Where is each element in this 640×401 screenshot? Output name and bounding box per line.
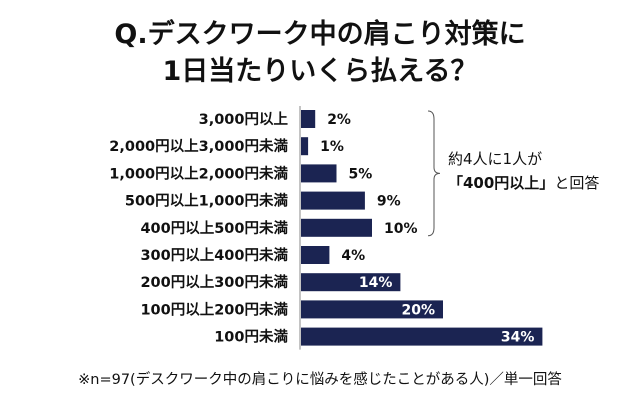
bar <box>301 300 443 319</box>
bar <box>301 164 337 183</box>
bar <box>301 191 365 210</box>
category-label: 300円以上400円未満 <box>140 246 288 264</box>
value-label: 5% <box>349 166 373 182</box>
bar <box>301 137 309 156</box>
value-label: 14% <box>359 275 393 291</box>
bar <box>301 246 330 264</box>
value-label: 1% <box>320 139 344 155</box>
value-label: 9% <box>377 194 401 210</box>
value-label: 34% <box>501 330 535 346</box>
annotation-line1: 約4人に1人が <box>448 150 543 168</box>
bar <box>301 327 543 346</box>
category-label: 200円以上300円未満 <box>140 273 288 291</box>
category-label: 3,000円以上 <box>199 111 289 128</box>
value-label: 2% <box>327 112 351 128</box>
value-label: 4% <box>341 248 365 264</box>
footnote: ※n=97(デスクワーク中の肩こりに悩みを感じたことがある人)／単一回答 <box>78 372 562 388</box>
bar <box>301 110 316 128</box>
group-bracket <box>427 110 441 237</box>
bar <box>301 218 372 237</box>
category-label: 400円以上500円未満 <box>140 219 288 237</box>
bar <box>301 273 401 292</box>
annotation-line2: 「400円以上」と回答 <box>448 171 628 195</box>
annotation-rest: と回答 <box>554 174 600 192</box>
value-label: 10% <box>384 221 418 237</box>
category-label: 2,000円以上3,000円未満 <box>109 137 288 155</box>
category-label: 100円以上200円未満 <box>140 300 288 318</box>
value-label: 20% <box>401 302 435 318</box>
category-label: 100円未満 <box>214 328 288 346</box>
chart-title-line1: Q.デスクワーク中の肩こり対策に <box>114 19 526 50</box>
category-label: 500円以上1,000円未満 <box>125 192 289 210</box>
chart-title-line2: 1日当たりいくら払える？ <box>162 56 478 87</box>
category-label: 1,000円以上2,000円未満 <box>109 164 288 182</box>
annotation-highlight: 「400円以上」 <box>448 174 555 192</box>
